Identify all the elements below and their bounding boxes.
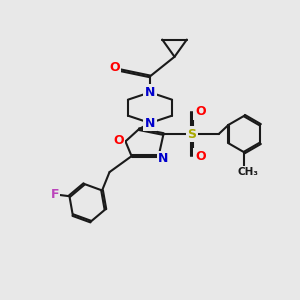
Text: O: O xyxy=(195,150,206,163)
Text: N: N xyxy=(145,86,155,99)
Text: O: O xyxy=(195,106,206,118)
Text: F: F xyxy=(50,188,59,202)
Text: O: O xyxy=(113,134,124,147)
Text: S: S xyxy=(187,128,196,141)
Text: CH₃: CH₃ xyxy=(238,167,259,177)
Text: O: O xyxy=(109,61,120,74)
Text: N: N xyxy=(158,152,169,165)
Text: N: N xyxy=(145,116,155,130)
